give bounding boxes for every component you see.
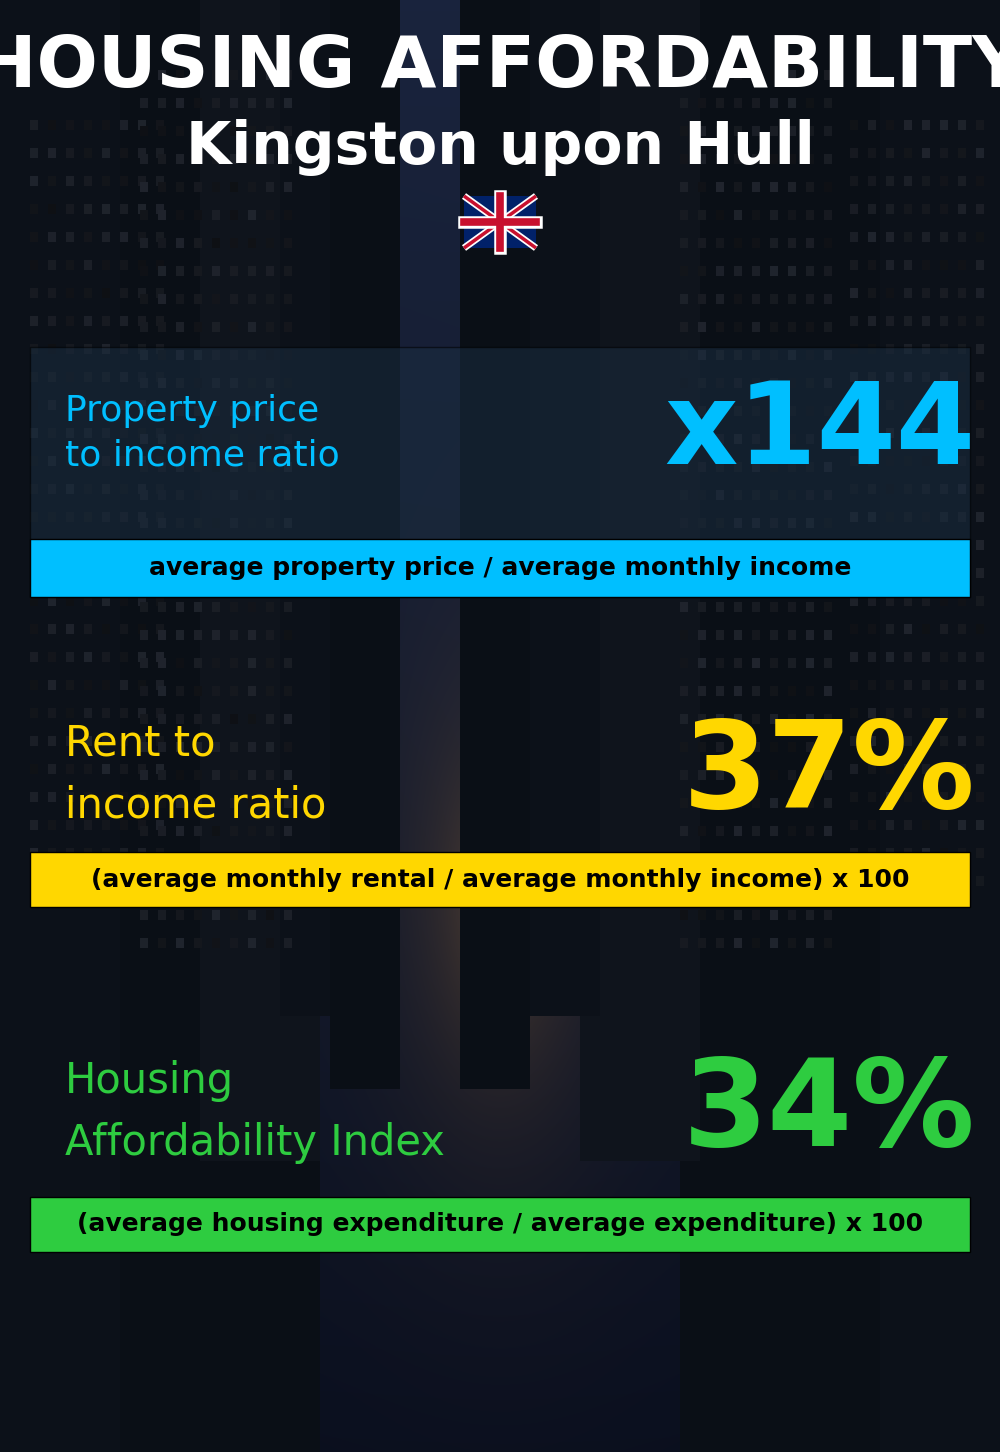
- Text: Property price
to income ratio: Property price to income ratio: [65, 393, 340, 472]
- FancyBboxPatch shape: [30, 852, 970, 908]
- Text: Rent to
income ratio: Rent to income ratio: [65, 723, 326, 826]
- Text: Housing
Affordability Index: Housing Affordability Index: [65, 1060, 445, 1165]
- Text: (average housing expenditure / average expenditure) x 100: (average housing expenditure / average e…: [77, 1212, 923, 1237]
- Text: 34%: 34%: [682, 1054, 975, 1170]
- Text: 37%: 37%: [682, 716, 975, 833]
- Bar: [464, 196, 536, 248]
- FancyBboxPatch shape: [30, 347, 970, 597]
- Text: HOUSING AFFORDABILITY: HOUSING AFFORDABILITY: [0, 32, 1000, 102]
- Text: x144: x144: [664, 378, 975, 488]
- FancyBboxPatch shape: [30, 539, 970, 597]
- FancyBboxPatch shape: [30, 1196, 970, 1252]
- Text: Kingston upon Hull: Kingston upon Hull: [186, 119, 814, 176]
- Text: (average monthly rental / average monthly income) x 100: (average monthly rental / average monthl…: [91, 867, 909, 892]
- Text: average property price / average monthly income: average property price / average monthly…: [149, 556, 851, 579]
